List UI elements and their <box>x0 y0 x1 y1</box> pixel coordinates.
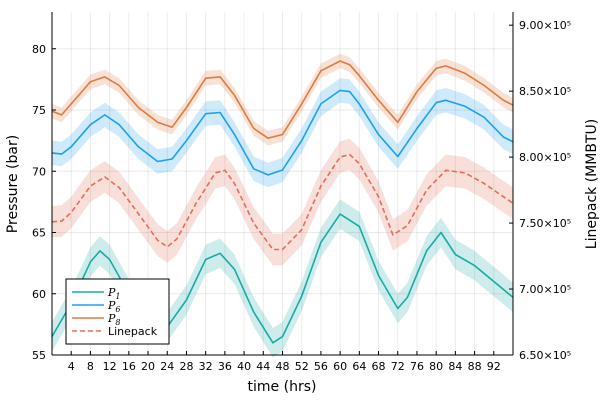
series-line-linepack <box>51 153 514 251</box>
x-tick-label: 4 <box>68 360 75 373</box>
x-tick-label: 92 <box>487 360 501 373</box>
y-tick-label: 70 <box>32 165 46 178</box>
grid <box>52 12 513 356</box>
x-tick-label: 24 <box>160 360 174 373</box>
series-lines <box>51 60 514 344</box>
tick-labels: 4 8 12 16 20 24 28 32 36 40 44 48 52 56 60 64 68 72 76 80 84… <box>32 19 571 373</box>
legend-box <box>65 278 170 345</box>
y2-tick-label: 8.50×10⁵ <box>519 85 571 98</box>
series-line-p6 <box>51 89 514 176</box>
series-line-p1 <box>51 213 514 344</box>
x-tick-label: 84 <box>448 360 462 373</box>
x-tick-label: 8 <box>87 360 94 373</box>
legend-label-linepack: Linepack <box>108 325 158 338</box>
x-tick-label: 36 <box>218 360 232 373</box>
x-tick-label: 16 <box>122 360 136 373</box>
x-tick-label: 52 <box>295 360 309 373</box>
y2-axis-label: Linepack (MMBTU) <box>584 119 600 249</box>
x-tick-label: 12 <box>103 360 117 373</box>
y2-tick-label: 9.00×10⁵ <box>519 19 571 32</box>
x-tick-label: 60 <box>333 360 347 373</box>
x-tick-label: 56 <box>314 360 328 373</box>
y2-tick-label: 8.00×10⁵ <box>519 151 571 164</box>
legend: P1 P6 P8 Linepack <box>65 278 170 345</box>
x-axis-label: time (hrs) <box>248 379 317 395</box>
y2-tick-label: 6.50×10⁵ <box>519 349 571 362</box>
y2-tick-label: 7.00×10⁵ <box>519 283 571 296</box>
y-tick-label: 75 <box>32 104 46 117</box>
x-tick-label: 40 <box>237 360 251 373</box>
x-tick-label: 20 <box>141 360 155 373</box>
axes <box>51 12 514 356</box>
series-line-p8 <box>51 60 514 139</box>
x-tick-label: 88 <box>468 360 482 373</box>
band-linepack <box>52 138 513 266</box>
x-tick-label: 28 <box>179 360 193 373</box>
x-tick-label: 44 <box>256 360 270 373</box>
x-tick-label: 76 <box>410 360 424 373</box>
x-tick-label: 32 <box>199 360 213 373</box>
y2-tick-label: 7.50×10⁵ <box>519 217 571 230</box>
y-tick-label: 60 <box>32 288 46 301</box>
x-tick-label: 72 <box>391 360 405 373</box>
x-tick-label: 64 <box>352 360 366 373</box>
x-tick-label: 68 <box>372 360 386 373</box>
x-tick-label: 48 <box>276 360 290 373</box>
y-tick-label: 55 <box>32 349 46 362</box>
y-tick-label: 80 <box>32 43 46 56</box>
x-tick-label: 80 <box>429 360 443 373</box>
y-axis-label: Pressure (bar) <box>5 135 21 233</box>
y-tick-label: 65 <box>32 227 46 240</box>
